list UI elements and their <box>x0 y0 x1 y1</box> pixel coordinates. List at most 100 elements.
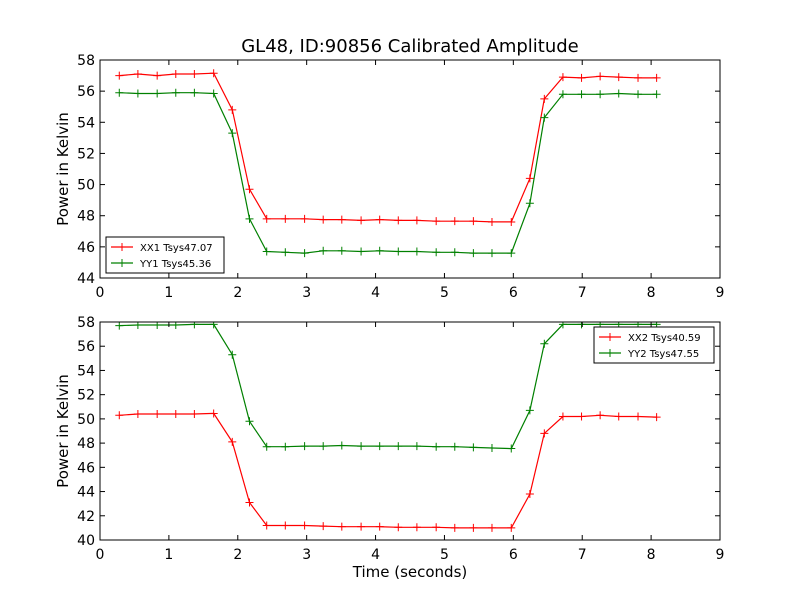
y-tick-label: 48 <box>77 436 95 452</box>
data-point <box>577 412 586 421</box>
data-point <box>209 322 218 329</box>
data-point <box>190 322 199 329</box>
data-point <box>525 174 534 183</box>
data-point <box>450 523 459 532</box>
plot-frame <box>99 59 721 279</box>
data-point <box>540 339 549 348</box>
data-point <box>228 437 237 446</box>
data-point <box>300 249 309 258</box>
data-point <box>507 217 516 226</box>
data-point <box>190 70 199 79</box>
data-point <box>190 88 199 97</box>
data-point <box>596 90 605 99</box>
data-point <box>262 247 271 256</box>
data-point <box>487 523 496 532</box>
y-tick-label: 58 <box>77 53 95 69</box>
data-point <box>190 410 199 419</box>
data-point <box>540 113 549 122</box>
data-point <box>614 73 623 82</box>
x-tick-label: 2 <box>233 285 242 301</box>
data-point <box>115 322 124 330</box>
plot-area <box>115 322 661 532</box>
data-point <box>652 90 661 99</box>
y-tick-label: 48 <box>77 209 95 225</box>
y-tick-label: 52 <box>77 146 95 162</box>
x-tick-label: 9 <box>716 547 725 563</box>
data-point <box>375 522 384 531</box>
data-point <box>450 442 459 451</box>
y-tick-label: 46 <box>77 240 95 256</box>
legend-label: YY1 Tsys45.36 <box>139 259 211 270</box>
data-point <box>357 247 366 256</box>
x-tick-label: 9 <box>716 285 725 301</box>
y-tick-label: 44 <box>77 485 95 501</box>
data-point <box>245 417 254 426</box>
data-point <box>525 406 534 415</box>
x-tick-label: 7 <box>578 285 587 301</box>
data-point <box>652 413 661 422</box>
x-tick-label: 5 <box>440 285 449 301</box>
x-tick-label: 1 <box>164 285 173 301</box>
y-tick-label: 44 <box>77 271 95 287</box>
data-point <box>507 249 516 258</box>
data-point <box>153 410 162 419</box>
data-point <box>540 94 549 103</box>
data-point <box>558 412 567 421</box>
data-point <box>558 73 567 82</box>
data-point <box>228 350 237 359</box>
plot-area <box>115 69 661 258</box>
y-axis-label: Power in Kelvin <box>54 374 72 488</box>
x-tick-label: 3 <box>302 547 311 563</box>
data-point <box>300 521 309 530</box>
legend-box <box>593 326 715 364</box>
data-point <box>245 498 254 507</box>
y-tick-label: 58 <box>77 315 95 331</box>
data-point <box>507 444 516 453</box>
data-point <box>432 442 441 451</box>
data-point <box>394 442 403 451</box>
data-point <box>300 442 309 451</box>
x-tick-label: 0 <box>96 547 105 563</box>
data-point <box>171 410 180 419</box>
legend-label: XX1 Tsys47.07 <box>140 243 213 254</box>
legend-label: YY2 Tsys47.55 <box>627 349 699 360</box>
data-point <box>487 217 496 226</box>
y-tick-label: 56 <box>77 339 95 355</box>
data-point <box>337 246 346 255</box>
legend-label: XX2 Tsys40.59 <box>628 333 701 344</box>
data-point <box>558 90 567 99</box>
data-point <box>153 89 162 98</box>
x-tick-label: 1 <box>164 547 173 563</box>
legend-box <box>105 236 225 274</box>
plot-frame <box>99 321 721 541</box>
data-point <box>577 73 586 82</box>
data-point <box>634 412 643 421</box>
data-point <box>469 217 478 226</box>
data-point <box>525 489 534 498</box>
data-point <box>171 70 180 79</box>
x-tick-label: 0 <box>96 285 105 301</box>
data-point <box>577 90 586 99</box>
data-point <box>525 199 534 208</box>
data-point <box>337 441 346 450</box>
data-point <box>357 216 366 225</box>
data-point <box>153 71 162 80</box>
legend-swatch-marker <box>118 243 126 251</box>
data-point <box>262 521 271 530</box>
data-point <box>337 215 346 224</box>
data-point <box>540 429 549 438</box>
data-point <box>319 442 328 451</box>
data-point <box>412 247 421 256</box>
data-point <box>281 214 290 223</box>
data-point <box>357 522 366 531</box>
data-point <box>652 73 661 82</box>
data-point <box>614 412 623 421</box>
y-tick-label: 50 <box>77 412 95 428</box>
data-point <box>577 322 586 329</box>
data-point <box>558 322 567 329</box>
data-point <box>375 215 384 224</box>
